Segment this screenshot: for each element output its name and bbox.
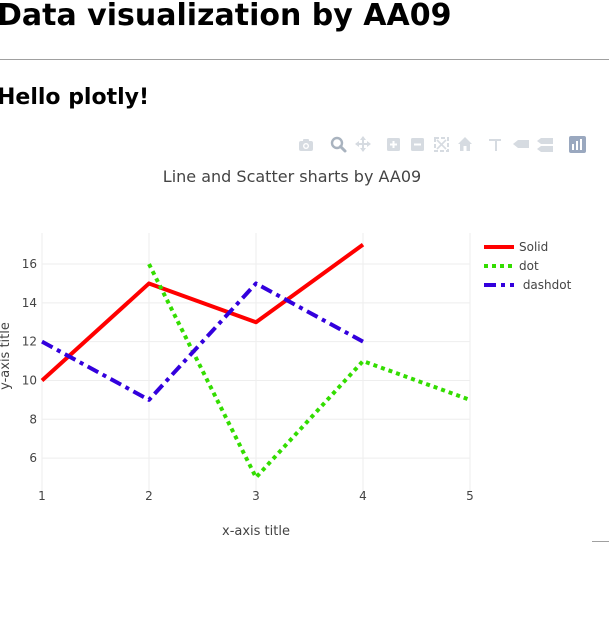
x-axis-ticks: 1 2 3 4 5 [38, 489, 474, 503]
y-axis-ticks: 6 8 10 12 14 16 [22, 257, 37, 465]
autoscale-icon[interactable] [434, 137, 449, 152]
x-tick-label: 3 [252, 489, 260, 503]
legend-label: dashdot [519, 278, 572, 292]
legend-label: Solid [519, 240, 548, 254]
sub-heading: Hello plotly! [0, 85, 150, 110]
home-icon[interactable] [458, 137, 472, 151]
spike-lines-icon[interactable] [489, 139, 501, 151]
plot-modebar [299, 136, 586, 153]
bottom-divider [592, 541, 609, 542]
series-line-dashdot[interactable] [41, 281, 364, 402]
series-line-dot[interactable] [147, 263, 471, 480]
series-layer [40, 243, 471, 480]
y-tick-label: 8 [29, 412, 37, 426]
pan-icon[interactable] [355, 136, 371, 152]
legend-label: dot [519, 259, 539, 273]
gridlines [41, 233, 471, 493]
line-chart[interactable]: Line and Scatter sharts by AA09 68101214… [0, 128, 609, 548]
camera-icon[interactable] [299, 139, 313, 151]
y-tick-label: 10 [22, 373, 37, 387]
y-tick-label: 14 [22, 296, 37, 310]
chart-legend[interactable]: Solid dot dashdot [484, 240, 572, 292]
x-tick-label: 4 [359, 489, 367, 503]
legend-item-dot[interactable]: dot [484, 259, 539, 273]
plotly-logo-icon[interactable] [569, 136, 586, 153]
zoom-icon[interactable] [330, 136, 347, 153]
y-tick-label: 12 [22, 335, 37, 349]
x-tick-label: 2 [145, 489, 153, 503]
plot-container[interactable]: Line and Scatter sharts by AA09 6 8 10 12 14… [0, 128, 609, 548]
y-axis-title: y-axis title [0, 322, 13, 390]
legend-item-dashdot[interactable]: dashdot [484, 278, 572, 292]
x-tick-label: 5 [466, 489, 474, 503]
legend-item-solid[interactable]: Solid [484, 240, 548, 254]
chart-title: Line and Scatter sharts by AA09 [163, 167, 421, 186]
zoom-in-icon[interactable] [387, 138, 400, 151]
x-tick-label: 1 [38, 489, 46, 503]
zoom-out-icon[interactable] [411, 138, 424, 151]
hover-closest-icon[interactable] [513, 140, 529, 148]
page-heading: Data visualization by AA09 [0, 0, 452, 33]
y-tick-label: 6 [29, 451, 37, 465]
y-tick-label: 16 [22, 257, 37, 271]
hover-compare-icon[interactable] [537, 138, 553, 152]
x-axis-title: x-axis title [222, 524, 290, 539]
series-line-solid[interactable] [40, 243, 365, 382]
heading-divider [0, 59, 609, 60]
